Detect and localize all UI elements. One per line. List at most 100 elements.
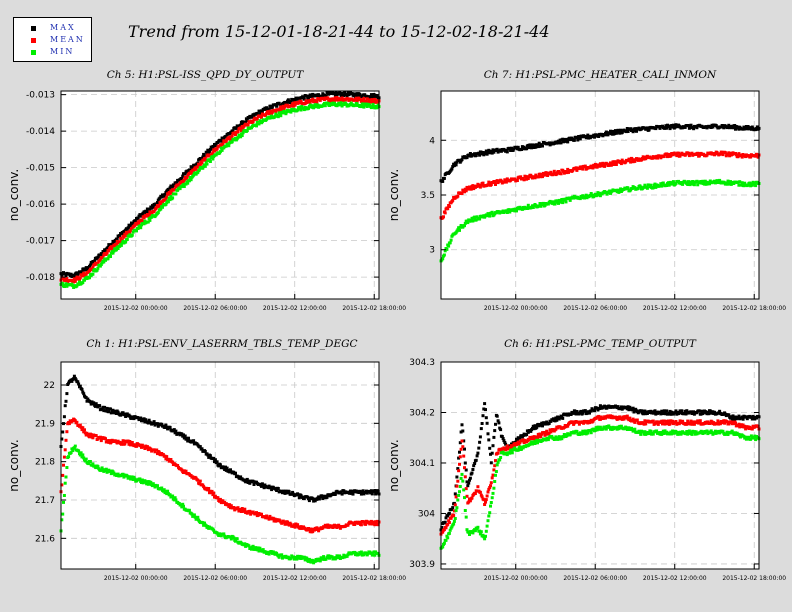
- data-point: [315, 100, 319, 104]
- data-point: [669, 154, 673, 158]
- data-point: [168, 186, 172, 190]
- data-point: [369, 100, 373, 104]
- data-point: [546, 174, 550, 177]
- data-point: [196, 170, 200, 174]
- data-point: [525, 147, 529, 151]
- data-point: [534, 145, 538, 149]
- data-point: [555, 436, 559, 440]
- data-point: [597, 414, 601, 418]
- data-point: [486, 183, 490, 187]
- data-point: [119, 236, 123, 240]
- data-point: [498, 458, 502, 462]
- data-point: [463, 466, 466, 470]
- data-point: [270, 488, 274, 492]
- data-point: [273, 517, 277, 521]
- data-point: [221, 499, 225, 503]
- data-point: [375, 519, 379, 523]
- data-point: [441, 179, 445, 183]
- data-point: [143, 420, 147, 424]
- data-point: [618, 415, 622, 419]
- data-point: [203, 449, 207, 453]
- data-point: [668, 409, 672, 413]
- data-point: [456, 498, 460, 502]
- data-point: [493, 480, 497, 483]
- data-point: [458, 455, 462, 459]
- data-point: [104, 467, 108, 471]
- data-point: [484, 152, 487, 156]
- data-point: [731, 414, 735, 418]
- data-point: [124, 415, 128, 418]
- data-point: [212, 528, 216, 532]
- data-point: [749, 415, 753, 419]
- data-point: [737, 127, 741, 131]
- data-point: [649, 429, 653, 433]
- data-point: [726, 125, 730, 129]
- data-point: [733, 124, 737, 127]
- data-point: [304, 99, 308, 103]
- data-point: [125, 412, 129, 416]
- data-point: [243, 542, 247, 546]
- data-point: [667, 411, 671, 415]
- data-point: [538, 432, 542, 436]
- data-point: [144, 444, 148, 448]
- data-point: [75, 271, 79, 275]
- data-point: [467, 500, 471, 504]
- data-point: [296, 523, 300, 527]
- data-point: [624, 160, 628, 164]
- data-point: [461, 445, 465, 449]
- data-point: [486, 490, 490, 494]
- data-point: [115, 237, 119, 241]
- data-point: [450, 507, 454, 511]
- data-point: [120, 441, 124, 445]
- data-point: [106, 257, 110, 261]
- data-point: [282, 107, 286, 111]
- data-point: [737, 422, 741, 426]
- y-tick-label: -0.013: [26, 91, 55, 101]
- data-point: [186, 181, 190, 185]
- data-point: [73, 419, 77, 423]
- data-point: [375, 491, 378, 495]
- data-point: [743, 424, 747, 428]
- data-point: [687, 154, 691, 158]
- data-point: [581, 167, 585, 171]
- data-point: [670, 432, 674, 436]
- data-point: [513, 444, 517, 448]
- data-point: [521, 147, 525, 151]
- data-point: [617, 129, 621, 133]
- data-point: [223, 500, 227, 504]
- data-point: [119, 243, 123, 247]
- data-point: [453, 503, 457, 507]
- y-axis-label: no_conv.: [7, 169, 21, 221]
- data-point: [575, 430, 579, 433]
- data-point: [215, 460, 219, 464]
- data-point: [756, 425, 760, 428]
- data-point: [337, 101, 341, 105]
- data-point: [463, 496, 466, 500]
- data-point: [221, 142, 225, 146]
- data-point: [746, 425, 750, 429]
- data-point: [504, 180, 508, 184]
- data-point: [642, 157, 646, 161]
- data-point: [279, 114, 283, 118]
- data-point: [547, 431, 551, 435]
- data-point: [98, 435, 102, 439]
- data-point: [515, 179, 519, 182]
- data-point: [373, 97, 377, 101]
- data-point: [369, 93, 373, 97]
- data-point: [265, 514, 269, 518]
- data-point: [549, 419, 553, 423]
- data-point: [269, 104, 273, 108]
- data-point: [535, 438, 539, 442]
- data-point: [487, 487, 491, 491]
- data-point: [160, 486, 164, 490]
- x-tick-label: 2015-12-02 18:00:00: [722, 305, 786, 312]
- data-point: [566, 167, 570, 171]
- data-point: [236, 130, 240, 133]
- data-point: [459, 476, 463, 480]
- data-point: [317, 497, 321, 501]
- data-point: [131, 478, 135, 481]
- data-point: [300, 105, 304, 108]
- data-point: [737, 414, 741, 418]
- data-point: [298, 554, 302, 558]
- data-point: [164, 489, 168, 493]
